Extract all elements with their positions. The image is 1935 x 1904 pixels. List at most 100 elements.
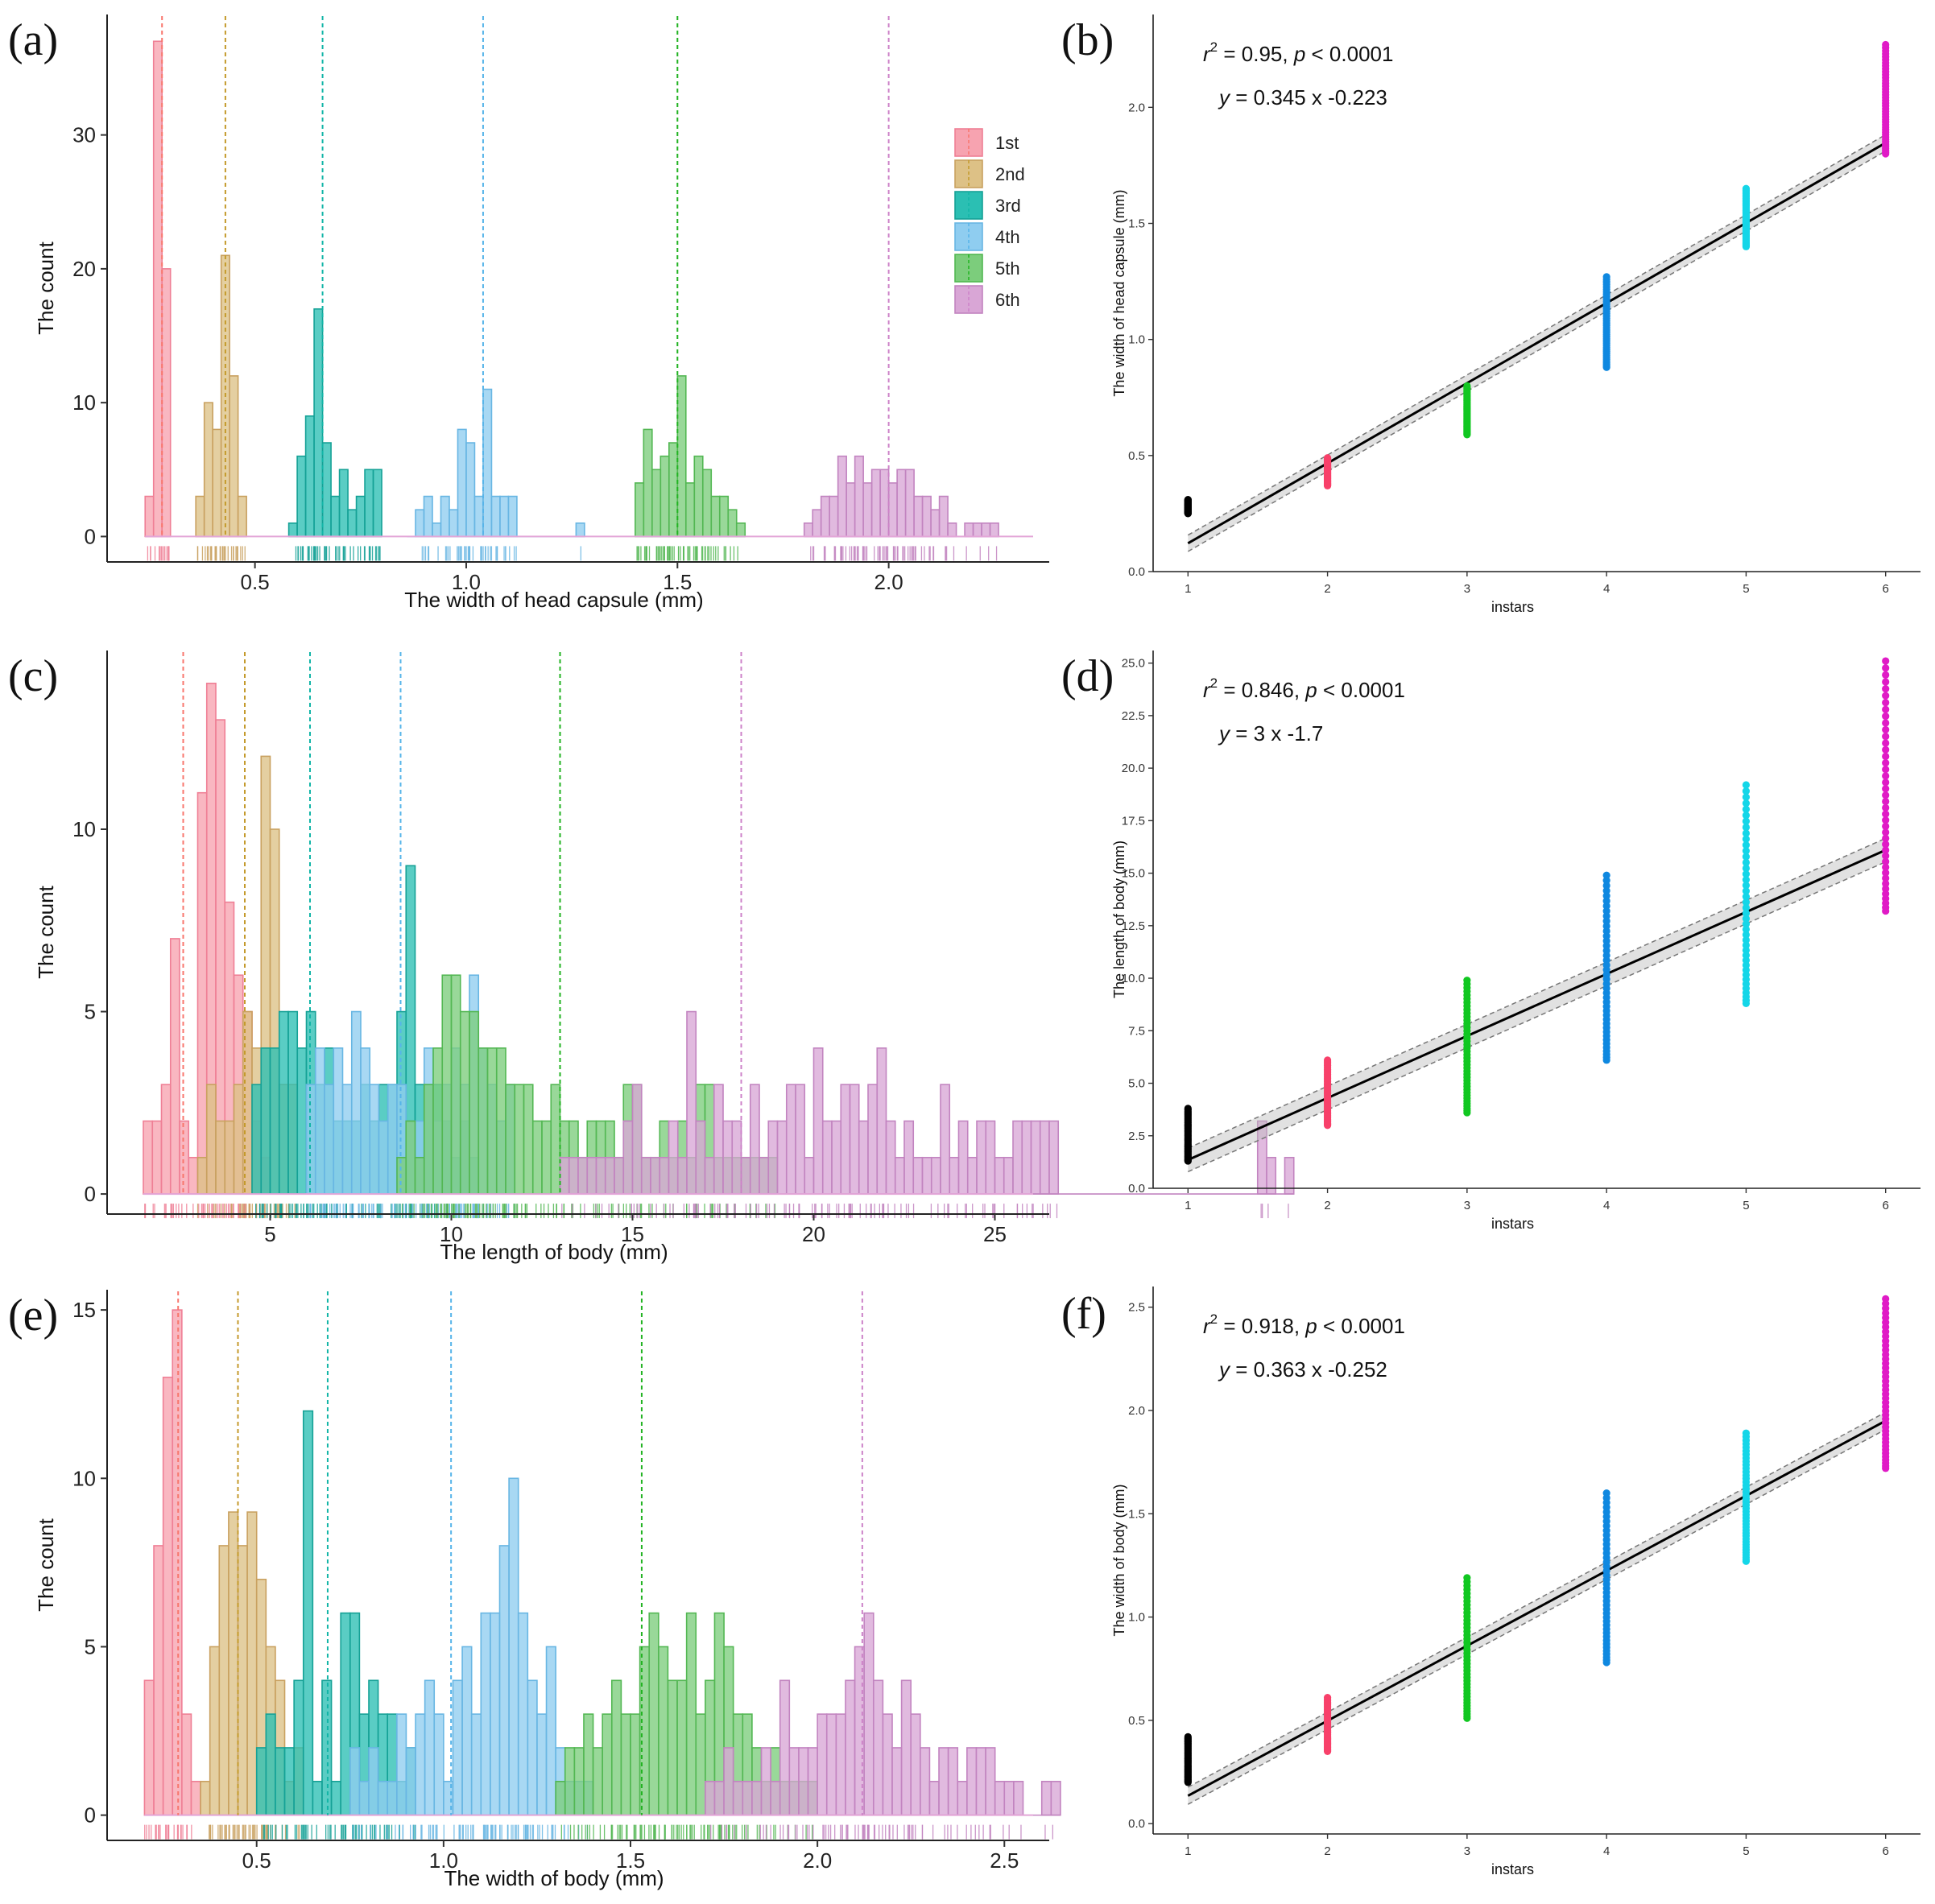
points-instar-6	[1882, 657, 1890, 915]
data-point	[1882, 719, 1890, 727]
histogram-bar	[640, 1156, 651, 1195]
histogram-bar	[387, 1084, 398, 1195]
x-tick-label: 6	[1883, 582, 1889, 596]
histogram-bar	[785, 1084, 796, 1195]
histogram-bar	[985, 1120, 996, 1195]
x-tick-label: 5	[1743, 1199, 1749, 1212]
ci-lower	[1187, 1428, 1887, 1805]
histogram-bar	[957, 1780, 968, 1816]
histogram-bar	[423, 495, 433, 538]
histogram-bar	[424, 1679, 436, 1816]
y-tick-label: 2.5	[1128, 1301, 1145, 1315]
x-axis-title: The length of body (mm)	[440, 1240, 668, 1264]
data-point	[1184, 496, 1192, 504]
data-point	[1602, 877, 1610, 885]
rug-4th	[309, 1204, 515, 1219]
histogram-bar	[695, 1120, 706, 1195]
histogram-bar	[278, 1010, 289, 1195]
data-point	[1882, 671, 1890, 679]
histogram-bar	[896, 469, 907, 538]
data-point	[1323, 454, 1332, 462]
histogram-bar	[704, 1156, 715, 1195]
data-point	[1882, 766, 1890, 774]
data-point	[1742, 812, 1751, 820]
regression-equation: y = 0.345 x -0.223	[1218, 85, 1387, 109]
histogram-bar	[829, 495, 839, 538]
histogram-bar	[577, 1156, 589, 1195]
histogram-bar	[821, 1120, 833, 1195]
histogram-bar	[321, 1679, 333, 1816]
histogram-bar	[964, 522, 974, 538]
data-point	[1742, 1429, 1751, 1437]
x-tick-label: 2	[1324, 1199, 1330, 1212]
data-point	[1742, 184, 1751, 192]
stats-annotation: r2 = 0.95, p < 0.0001 y = 0.345 x -0.223	[1203, 39, 1393, 109]
histogram-bar	[415, 1713, 426, 1816]
histogram-bar	[938, 495, 949, 538]
rug-6th	[561, 1204, 1289, 1219]
histogram-bar	[457, 428, 467, 538]
panel-label: (e)	[8, 1291, 58, 1340]
histogram-bar	[975, 1747, 986, 1816]
y-tick-label: 5.0	[1128, 1077, 1145, 1091]
histogram-bar	[387, 1780, 398, 1816]
y-tick-label: 0	[85, 524, 96, 548]
x-tick-label: 3	[1464, 1844, 1470, 1858]
histogram-bar	[355, 495, 366, 538]
histogram-bar	[555, 1780, 566, 1816]
x-tick-label: 2.0	[874, 570, 903, 594]
histogram-bar	[846, 482, 856, 538]
y-tick-label: 10.0	[1122, 972, 1145, 985]
histogram-bar	[812, 1047, 824, 1195]
rug-5th	[636, 546, 738, 561]
data-point	[1882, 863, 1890, 871]
histogram-bar	[831, 1120, 842, 1195]
histogram-bar	[767, 1120, 779, 1195]
histogram-bar	[287, 1010, 299, 1195]
histogram-bar	[668, 1120, 679, 1195]
x-tick-label: 2	[1324, 1844, 1330, 1858]
x-axis-title: instars	[1491, 599, 1534, 615]
histogram-bar	[508, 1477, 519, 1816]
y-tick-label: 2.0	[1128, 1404, 1145, 1418]
histogram-panel-c: (c) 0 5 10 5 10 15 20 25 The length of body (mm) T…	[8, 650, 1295, 1264]
points-instar-6	[1882, 40, 1890, 158]
histogram-bar	[713, 1084, 724, 1195]
histogram-bar	[949, 1156, 960, 1195]
histogram-bar	[858, 1120, 869, 1195]
histogram-bar	[160, 1084, 172, 1195]
histogram-bar	[994, 1780, 1006, 1816]
data-point	[1742, 829, 1751, 837]
points-instar-6	[1882, 1295, 1890, 1472]
histogram-bar	[333, 1047, 344, 1195]
data-point	[1882, 678, 1890, 686]
r-squared: r2 = 0.95, p < 0.0001	[1203, 39, 1393, 66]
points-instar-3	[1463, 977, 1471, 1117]
histogram-bar	[490, 495, 501, 538]
histogram-bar	[450, 974, 461, 1195]
data-point	[1882, 733, 1890, 741]
histogram-bar	[872, 1679, 884, 1816]
histogram-bar	[432, 1047, 444, 1195]
y-tick-label: 0	[85, 1182, 96, 1206]
x-tick-label: 2	[1324, 582, 1330, 596]
legend-label: 1st	[995, 133, 1019, 153]
histogram-bar	[324, 1084, 335, 1195]
panel-label: (b)	[1061, 15, 1114, 65]
y-tick-label: 5	[85, 1634, 96, 1658]
histogram-bar	[651, 469, 662, 538]
data-point	[1742, 920, 1751, 928]
panel-label: (d)	[1061, 651, 1114, 701]
histogram-bar	[643, 428, 653, 538]
histogram-bar	[396, 1156, 407, 1195]
histogram-bar	[1003, 1780, 1015, 1816]
histogram-bar	[293, 1679, 304, 1816]
x-axis-title: instars	[1491, 1861, 1534, 1877]
histogram-bar	[684, 482, 696, 538]
histogram-bar	[517, 1612, 529, 1816]
x-tick-label: 6	[1883, 1844, 1889, 1858]
histogram-bar	[369, 1084, 380, 1195]
histogram-bar	[499, 495, 510, 538]
histogram-bar	[330, 1780, 341, 1816]
